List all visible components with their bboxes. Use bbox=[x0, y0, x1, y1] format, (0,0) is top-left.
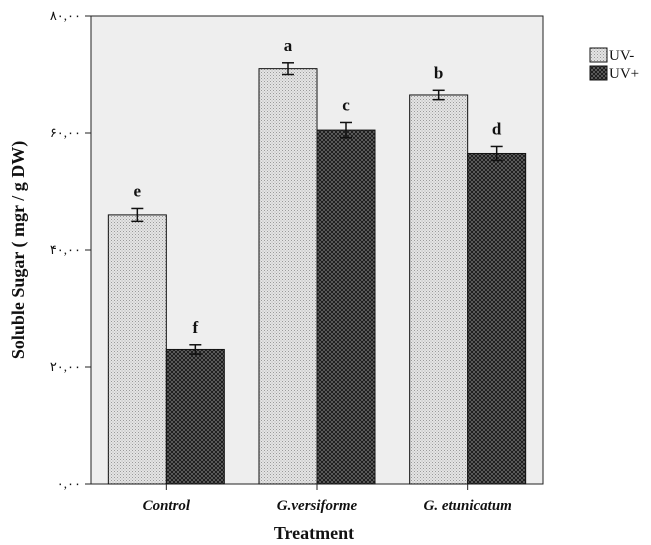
x-axis: Control G.versiforme G. etunicatum bbox=[143, 484, 512, 514]
bar-uv-minus bbox=[258, 68, 318, 485]
significance-letter: d bbox=[492, 119, 502, 138]
y-tick-label: ۶۰,۰۰ bbox=[50, 125, 81, 140]
y-axis: ۰,۰۰ ۲۰,۰۰ ۴۰,۰۰ ۶۰,۰۰ ۸۰,۰۰ bbox=[50, 8, 91, 491]
bars-group: e f a c b d bbox=[107, 36, 527, 485]
bar-uv-plus bbox=[467, 152, 527, 485]
y-tick-label: ۴۰,۰۰ bbox=[50, 242, 81, 257]
significance-letter: c bbox=[342, 95, 350, 114]
category-label: G.versiforme bbox=[277, 498, 358, 514]
category-label: Control bbox=[143, 498, 191, 514]
bar-uv-plus bbox=[316, 129, 376, 485]
y-axis-title: Soluble Sugar ( mgr / g DW) bbox=[8, 141, 29, 359]
significance-letter: b bbox=[434, 63, 443, 82]
legend-swatch-uv-minus bbox=[589, 47, 608, 63]
y-tick-label: ۲۰,۰۰ bbox=[50, 359, 81, 374]
bar-uv-minus bbox=[409, 94, 469, 485]
significance-letter: a bbox=[284, 36, 293, 55]
significance-letter: f bbox=[192, 318, 198, 337]
category-label: G. etunicatum bbox=[423, 498, 511, 514]
x-axis-title: Treatment bbox=[274, 523, 354, 543]
legend: UV- UV+ bbox=[589, 47, 639, 82]
legend-label: UV- bbox=[609, 48, 634, 64]
legend-label: UV+ bbox=[609, 66, 639, 82]
y-tick-label: ۸۰,۰۰ bbox=[50, 8, 81, 23]
y-tick-label: ۰,۰۰ bbox=[57, 476, 81, 491]
legend-swatch-uv-plus bbox=[589, 65, 608, 81]
significance-letter: e bbox=[134, 181, 142, 200]
bar-uv-plus bbox=[165, 348, 225, 485]
bar-uv-minus bbox=[107, 214, 167, 485]
